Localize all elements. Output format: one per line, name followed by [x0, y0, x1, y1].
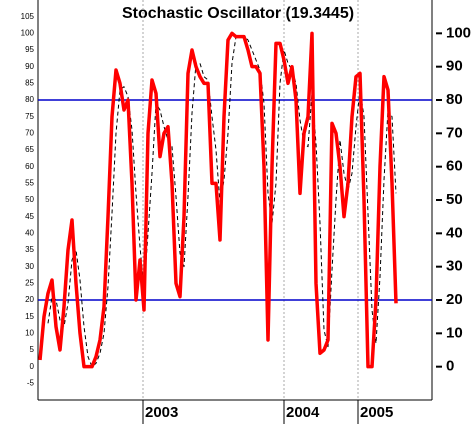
- y-tick-label: 15: [25, 312, 34, 321]
- y2-tick-label: 50: [446, 191, 463, 208]
- x-tick-label: 2003: [145, 404, 178, 421]
- y-tick-label: 50: [25, 195, 34, 204]
- y2-tick-label: 70: [446, 124, 463, 141]
- y-tick-label: 5: [30, 345, 35, 354]
- y-tick-label: 75: [25, 112, 34, 121]
- y2-tick-label: 30: [446, 258, 463, 275]
- y-tick-label: 20: [25, 295, 34, 304]
- y2-tick-label: 40: [446, 224, 463, 241]
- y2-tick-label: 60: [446, 158, 463, 175]
- y-tick-label: 35: [25, 245, 34, 254]
- y2-tick-label: 90: [446, 58, 463, 75]
- y2-tick-label: 80: [446, 91, 463, 108]
- y-tick-label: 100: [21, 28, 35, 37]
- y-tick-label: 65: [25, 145, 34, 154]
- y-tick-label: 80: [25, 95, 34, 104]
- y-tick-label: 90: [25, 62, 34, 71]
- y-tick-label: -5: [27, 378, 35, 387]
- x-tick-label: 2005: [360, 404, 393, 421]
- y2-tick-label: 0: [446, 358, 454, 375]
- y-tick-label: 30: [25, 262, 34, 271]
- y-tick-label: 55: [25, 178, 34, 187]
- series-line: [38, 31, 398, 369]
- y-tick-label: 95: [25, 45, 34, 54]
- y-tick-label: 60: [25, 162, 34, 171]
- y-tick-label: 45: [25, 212, 34, 221]
- chart-title: Stochastic Oscillator (19.3445): [122, 5, 354, 22]
- y-tick-label: 40: [25, 228, 34, 237]
- x-tick-label: 2004: [286, 404, 320, 421]
- y-tick-label: 105: [21, 12, 35, 21]
- y-tick-label: 0: [30, 362, 35, 371]
- y-tick-label: 70: [25, 128, 34, 137]
- y-tick-label: 85: [25, 78, 34, 87]
- y2-tick-label: 20: [446, 291, 463, 308]
- y2-tick-label: 10: [446, 324, 463, 341]
- y2-tick-label: 100: [446, 24, 471, 41]
- y-tick-label: 25: [25, 278, 34, 287]
- y-tick-label: 10: [25, 328, 34, 337]
